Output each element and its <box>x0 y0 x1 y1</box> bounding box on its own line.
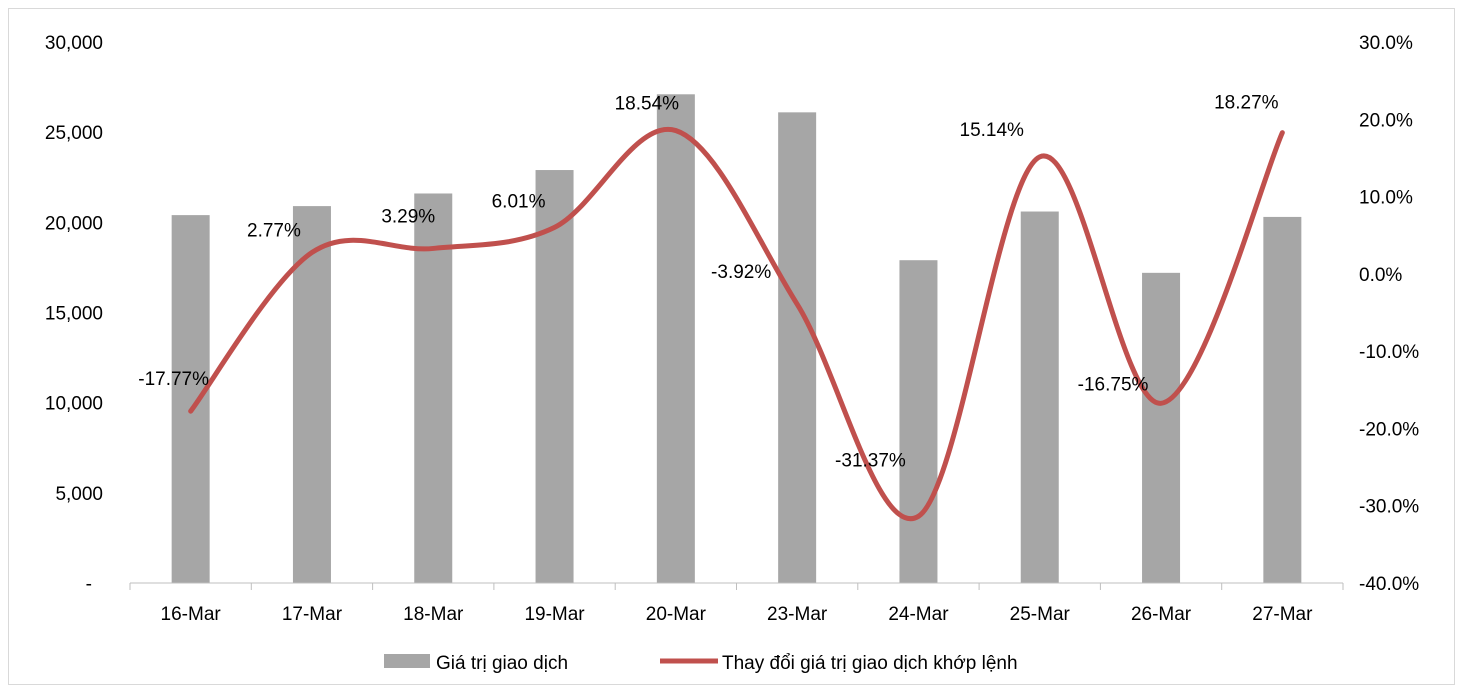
y-right-tick-label: -20.0% <box>1359 419 1419 440</box>
x-tick-label: 18-Mar <box>403 604 464 625</box>
bar-27-Mar <box>1263 216 1302 583</box>
chart-frame <box>8 8 1455 685</box>
data-label: -31.37% <box>835 450 906 471</box>
y-right-tick-label: 0.0% <box>1359 265 1402 286</box>
legend-label-line: Thay đổi giá trị giao dịch khớp lệnh <box>722 653 1018 674</box>
y-left-tick-label: 20,000 <box>45 213 103 234</box>
data-label: -16.75% <box>1078 374 1149 395</box>
data-label: 3.29% <box>381 206 435 227</box>
bar-23-Mar <box>778 112 817 583</box>
data-label: -3.92% <box>711 262 771 283</box>
y-left-tick-label: 15,000 <box>45 304 103 325</box>
bar-25-Mar <box>1020 211 1059 583</box>
y-right-tick-label: -40.0% <box>1359 574 1419 595</box>
data-label: 18.27% <box>1214 93 1279 114</box>
legend-label-bar: Giá trị giao dịch <box>436 653 568 674</box>
bar-16-Mar <box>171 215 210 583</box>
bar-26-Mar <box>1142 272 1181 583</box>
x-tick-label: 17-Mar <box>282 604 343 625</box>
y-left-tick-label: - <box>86 574 92 595</box>
bar-18-Mar <box>414 193 453 584</box>
data-label: 2.77% <box>247 220 301 241</box>
bar-20-Mar <box>656 94 695 584</box>
change-line <box>188 126 1285 522</box>
y-left-tick-label: 5,000 <box>55 484 103 505</box>
data-label: 6.01% <box>492 191 546 212</box>
x-tick-label: 24-Mar <box>888 604 949 625</box>
data-label: 18.54% <box>615 94 680 115</box>
x-tick-label: 25-Mar <box>1010 604 1071 625</box>
legend: Giá trị giao dịch Thay đổi giá trị giao … <box>384 653 1018 674</box>
x-tick-label: 16-Mar <box>161 604 222 625</box>
x-tick-label: 27-Mar <box>1252 604 1313 625</box>
y-right-tick-label: 30.0% <box>1359 33 1413 54</box>
legend-swatch-bar <box>384 654 430 668</box>
data-label: 15.14% <box>960 120 1025 141</box>
data-label: -17.77% <box>138 369 209 390</box>
y-left-tick-label: 10,000 <box>45 394 103 415</box>
bar-19-Mar <box>535 170 574 583</box>
y-left-tick-label: 25,000 <box>45 123 103 144</box>
bar-17-Mar <box>292 206 331 583</box>
y-right-tick-label: -30.0% <box>1359 497 1419 518</box>
y-right-tick-label: -10.0% <box>1359 342 1419 363</box>
x-tick-label: 20-Mar <box>646 604 707 625</box>
x-tick-label: 23-Mar <box>767 604 828 625</box>
y-left-tick-label: 30,000 <box>45 33 103 54</box>
y-right-tick-label: 10.0% <box>1359 188 1413 209</box>
x-tick-label: 19-Mar <box>524 604 585 625</box>
y-right-tick-label: 20.0% <box>1359 110 1413 131</box>
bar-24-Mar <box>899 260 938 583</box>
x-tick-label: 26-Mar <box>1131 604 1192 625</box>
